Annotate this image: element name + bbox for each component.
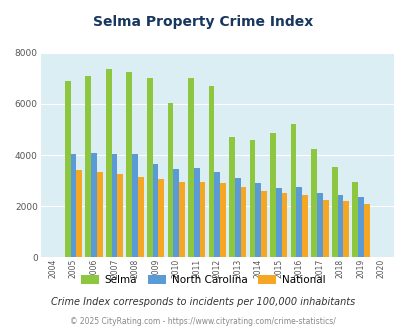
- Bar: [270, 133, 275, 257]
- Bar: [106, 69, 111, 257]
- Bar: [228, 137, 234, 257]
- Bar: [152, 164, 158, 257]
- Bar: [255, 183, 260, 257]
- Bar: [311, 149, 316, 257]
- Bar: [357, 197, 363, 257]
- Bar: [208, 86, 214, 257]
- Bar: [76, 170, 82, 257]
- Bar: [220, 183, 225, 257]
- Bar: [85, 76, 91, 257]
- Bar: [126, 72, 132, 257]
- Bar: [240, 187, 246, 257]
- Bar: [147, 79, 152, 257]
- Bar: [363, 204, 369, 257]
- Bar: [91, 152, 97, 257]
- Bar: [234, 178, 240, 257]
- Bar: [173, 169, 179, 257]
- Bar: [117, 174, 123, 257]
- Bar: [158, 180, 164, 257]
- Bar: [193, 168, 199, 257]
- Bar: [167, 103, 173, 257]
- Bar: [331, 167, 337, 257]
- Bar: [132, 154, 138, 257]
- Bar: [138, 177, 143, 257]
- Bar: [301, 195, 307, 257]
- Bar: [179, 182, 184, 257]
- Bar: [343, 201, 348, 257]
- Bar: [275, 188, 281, 257]
- Bar: [188, 79, 193, 257]
- Bar: [249, 140, 255, 257]
- Legend: Selma, North Carolina, National: Selma, North Carolina, National: [77, 271, 328, 289]
- Bar: [111, 154, 117, 257]
- Bar: [352, 182, 357, 257]
- Bar: [290, 124, 296, 257]
- Text: Crime Index corresponds to incidents per 100,000 inhabitants: Crime Index corresponds to incidents per…: [51, 297, 354, 307]
- Bar: [296, 187, 301, 257]
- Bar: [281, 193, 287, 257]
- Text: © 2025 CityRating.com - https://www.cityrating.com/crime-statistics/: © 2025 CityRating.com - https://www.city…: [70, 317, 335, 326]
- Bar: [65, 81, 70, 257]
- Bar: [337, 195, 343, 257]
- Bar: [214, 172, 220, 257]
- Bar: [316, 193, 322, 257]
- Bar: [199, 182, 205, 257]
- Bar: [70, 154, 76, 257]
- Text: Selma Property Crime Index: Selma Property Crime Index: [93, 15, 312, 29]
- Bar: [97, 172, 102, 257]
- Bar: [260, 191, 266, 257]
- Bar: [322, 200, 328, 257]
